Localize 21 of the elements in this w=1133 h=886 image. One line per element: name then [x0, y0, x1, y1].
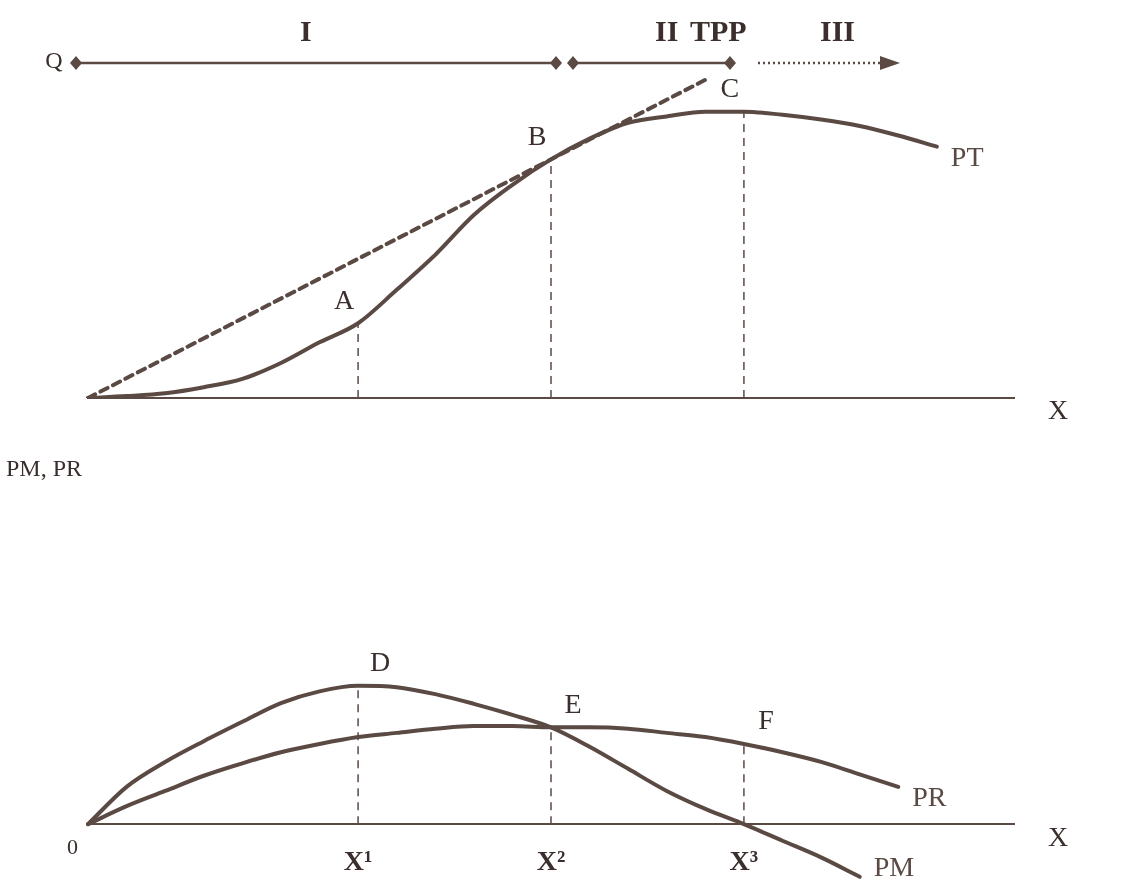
text: TPP	[690, 14, 747, 48]
annotation: E	[564, 687, 582, 719]
annotation: D	[369, 646, 391, 678]
x-tick-label: X³	[729, 845, 759, 877]
text: III	[820, 14, 856, 48]
x-tick-label: X¹	[343, 845, 373, 877]
x-tick-label: X²	[536, 845, 566, 877]
series-label: PR	[912, 781, 947, 813]
text: I	[300, 14, 312, 48]
series-label: PM	[873, 851, 915, 883]
y-axis-title: Q	[45, 47, 63, 74]
text: II	[655, 14, 679, 48]
x-axis-title: X	[1048, 820, 1069, 852]
series-label: PT	[950, 141, 984, 172]
x-axis-title: X	[1048, 394, 1069, 426]
text: 0	[67, 833, 78, 859]
y-axis-title: PM, PR	[5, 455, 83, 482]
annotation: B	[527, 119, 547, 151]
annotation: A	[333, 283, 355, 315]
annotation: F	[758, 704, 774, 736]
annotation: C	[720, 72, 740, 103]
